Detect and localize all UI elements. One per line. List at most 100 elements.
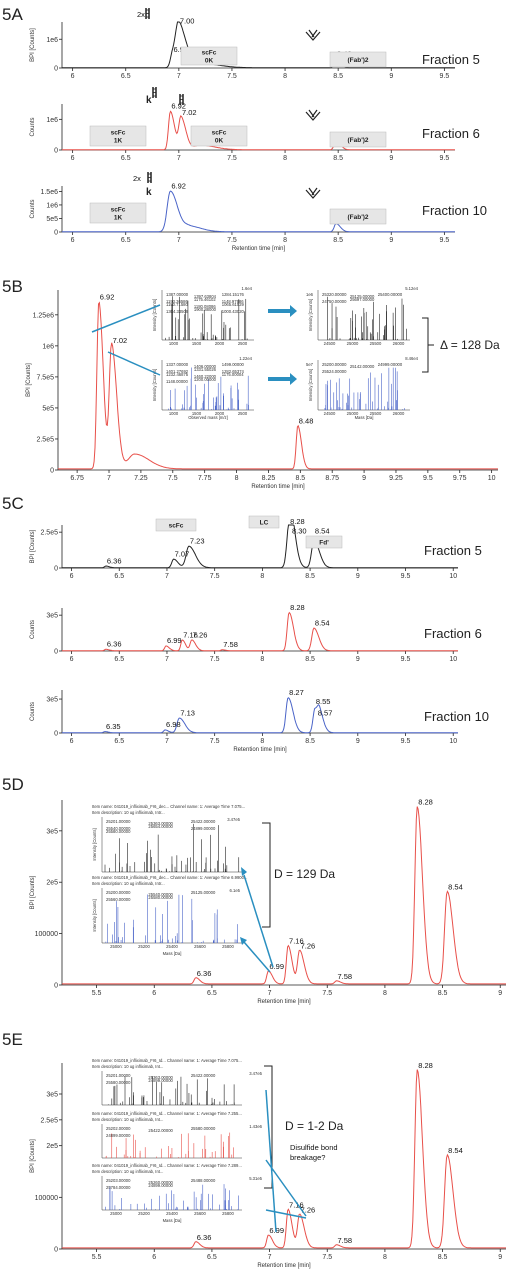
scfc-glyph-icon xyxy=(147,172,152,183)
series-line xyxy=(62,524,458,569)
antibody-arm xyxy=(305,189,321,199)
y-tick-label: 3e5 xyxy=(46,828,58,835)
y-tick-label: 0 xyxy=(54,649,58,656)
x-axis-label: Retention time [min] xyxy=(257,999,311,1005)
arrow-right-icon xyxy=(268,305,297,317)
inset-peak-label: 25202.00000 xyxy=(106,1126,131,1131)
inset-5e-line: Item description: 10 ug infliximab, Int.… xyxy=(92,1117,163,1122)
x-tick-label: 9.5 xyxy=(401,656,411,663)
inset-max-label: 1.6e4 xyxy=(242,286,253,291)
x-tick-label: 9.5 xyxy=(440,237,450,244)
inset-5e-line: Item name: 041019_infliximab_Fr6_Id... C… xyxy=(92,1058,242,1063)
x-tick-label: 7 xyxy=(177,155,181,162)
series-line xyxy=(62,806,506,985)
x-tick-label: 6.5 xyxy=(207,1254,217,1261)
inset-ylabel: Intensity [Counts] xyxy=(92,899,97,931)
y-tick-label: 2e5 xyxy=(46,880,58,887)
inset-peak-label: 1150.71580 xyxy=(166,302,188,307)
y-axis-label: BPI [Counts] xyxy=(30,28,36,62)
x-tick-label: 7 xyxy=(107,475,111,482)
x-tick-label: 6.5 xyxy=(114,656,124,663)
inset-peak-label: 24899.00000 xyxy=(191,826,216,831)
x-tick-label: 8 xyxy=(260,738,264,745)
y-tick-label: 0 xyxy=(54,230,58,237)
inset-tick: 25200 xyxy=(138,1211,150,1216)
x-tick-label: 8.5 xyxy=(333,73,343,80)
x-tick-label: 10 xyxy=(449,656,457,663)
box-scfc-1k-f10 xyxy=(89,202,147,224)
inset-tick: 25500 xyxy=(370,341,382,346)
inset-peak-label: 1232.46875 xyxy=(166,372,189,377)
box-fd-5c-text: Fd' xyxy=(319,540,329,547)
x-tick-label: 7 xyxy=(177,73,181,80)
peak-label: 8.55 xyxy=(316,697,331,706)
antibody-arm xyxy=(308,187,318,196)
inset-peak-label: 25540.00000 xyxy=(106,826,131,831)
x-tick-label: 8.25 xyxy=(262,475,276,482)
inset-peak-label: 25125.00000 xyxy=(191,890,216,895)
x-tick-label: 7.75 xyxy=(198,475,212,482)
inset-peak-label: 24750.00000 xyxy=(322,299,347,304)
box-lc-5c-text: LC xyxy=(260,520,269,527)
y-tick-label: 7.5e5 xyxy=(36,374,54,381)
x-tick-label: 8.75 xyxy=(325,475,339,482)
box-fab2-f6-text: (Fab')2 xyxy=(347,137,368,144)
inset-max-label: 5.12e4 xyxy=(405,286,418,291)
inset-5e-2 xyxy=(101,1124,242,1159)
inset-peak-label: 25363.00000 xyxy=(148,1075,173,1080)
y-axis-label: BPI [Counts] xyxy=(30,875,36,909)
x-tick-label: 5.5 xyxy=(92,990,102,997)
inset-tick: 25400 xyxy=(166,1211,178,1216)
inset-5d-bot: 25000 25200 25400 25600 25800 Intensity [Coun… xyxy=(92,888,242,949)
box-scfc-1k-f6-text: scFc xyxy=(111,130,126,137)
x-tick-label: 8 xyxy=(383,1254,387,1261)
inset-peak-label: 1175.00004 xyxy=(222,372,244,377)
inset-peak-label: 25201.00000 xyxy=(106,819,131,824)
inset-5e-3: 25000 25200 25400 25600 25800 xyxy=(101,1176,242,1216)
peak-label: 6.36 xyxy=(107,640,122,649)
inset-tick: 26000 xyxy=(393,411,405,416)
inset-5d-line: Item description: 10 ug infliximab, Intr… xyxy=(92,881,165,886)
x-tick-label: 6 xyxy=(71,73,75,80)
fraction-label: Fraction 10 xyxy=(424,709,489,724)
inset-max-label: 3.47e5 xyxy=(249,1071,262,1076)
box-fd-5c xyxy=(305,535,343,549)
peak-label: 8.30 xyxy=(292,526,307,535)
delta-5e-question: Disulfide bond xyxy=(290,1143,338,1152)
x-tick-label: 7.5 xyxy=(227,237,237,244)
arrow-line xyxy=(243,941,271,973)
inset-peak-label: 25363.00000 xyxy=(148,821,173,826)
y-tick-label: 0 xyxy=(54,731,58,738)
box-scfc-0k-f6-text: 0K xyxy=(215,138,224,145)
box-fab2-f10-text: (Fab')2 xyxy=(347,214,368,221)
x-tick-label: 7 xyxy=(268,1254,272,1261)
inset-peak-label: 25400.00000 xyxy=(378,292,403,297)
peak-label: 7.02 xyxy=(113,336,128,345)
delta-5d-label: D = 129 Da xyxy=(274,867,335,881)
inset-peak-label: 25560.00000 xyxy=(106,897,131,902)
inset-tick: 1000 xyxy=(169,341,179,346)
series-line xyxy=(62,1069,506,1249)
delta-5b-label: Δ = 128 Da xyxy=(440,338,500,352)
inset-peak-label: 25422.00000 xyxy=(191,819,216,824)
inset-tick: 25600 xyxy=(194,1211,206,1216)
inset-tick: 25000 xyxy=(347,341,359,346)
x-tick-label: 8 xyxy=(260,573,264,580)
inset-peak-label: 1304.33509 xyxy=(166,309,189,314)
chart-5b: 6.75 7 7.25 7.5 7.75 8 8.25 8.5 8.75 9 9.25 9.5 9.75… xyxy=(26,290,498,490)
y-axis-label: Counts xyxy=(30,620,36,639)
inset-xlabel: Mass [Da] xyxy=(163,951,182,956)
peak-label: 8.28 xyxy=(418,1061,433,1070)
inset-peak-label: 1387.00000 xyxy=(166,292,189,297)
x-tick-label: 6 xyxy=(71,155,75,162)
peak-label: 8.54 xyxy=(315,526,330,535)
inset-max-label: 1.43e6 xyxy=(249,1124,262,1129)
bracket-5b xyxy=(422,317,434,373)
inset-peak-label: 25654.00000 xyxy=(148,824,173,829)
inset-peak-label: 1397.63804 xyxy=(194,294,217,299)
x-tick-label: 7.25 xyxy=(134,475,148,482)
two-x-label: 2x xyxy=(137,10,145,19)
y-tick-label: 3e5 xyxy=(46,697,58,704)
peak-label: 6.99 xyxy=(269,1226,284,1235)
